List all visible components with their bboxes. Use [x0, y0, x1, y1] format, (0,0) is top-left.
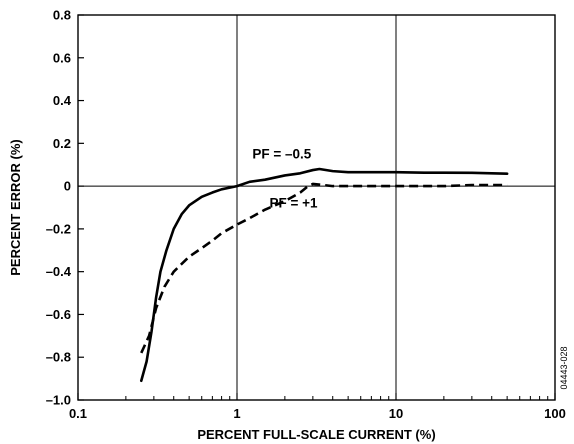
y-tick-label: 0.8 [53, 8, 71, 23]
series-annotation: PF = +1 [269, 196, 318, 211]
y-tick-label: 0.4 [53, 93, 72, 108]
x-axis-title: PERCENT FULL-SCALE CURRENT (%) [197, 427, 435, 442]
y-axis-title: PERCENT ERROR (%) [8, 139, 23, 276]
x-tick-label: 1 [233, 406, 240, 421]
x-tick-label: 10 [389, 406, 403, 421]
y-tick-label: –0.8 [46, 350, 71, 365]
y-tick-label: –0.4 [46, 264, 72, 279]
annotations: PF = –0.5 PF = +1 [252, 146, 318, 210]
series-annotation: PF = –0.5 [252, 146, 311, 161]
x-tick-label: 0.1 [69, 406, 87, 421]
grid-lines [78, 15, 555, 400]
y-tick-label: –0.2 [46, 221, 71, 236]
series-lines [139, 167, 509, 383]
y-tick-label: –1.0 [46, 393, 71, 408]
y-tick-label: 0 [64, 179, 71, 194]
axis-ticks: 0.8 0.6 0.4 0.2 0 –0.2 –0.4 –0.6 –0.8 –1.00.1 1 10 1… [46, 8, 566, 422]
x-tick-label: 100 [544, 406, 566, 421]
y-tick-label: –0.6 [46, 307, 71, 322]
plot-frame [77, 14, 556, 401]
y-tick-label: 0.6 [53, 50, 71, 65]
y-tick-label: 0.2 [53, 136, 71, 151]
series-line-2 [140, 182, 508, 354]
figure-code: 04443-028 [559, 346, 569, 389]
series-line-1 [139, 167, 509, 383]
